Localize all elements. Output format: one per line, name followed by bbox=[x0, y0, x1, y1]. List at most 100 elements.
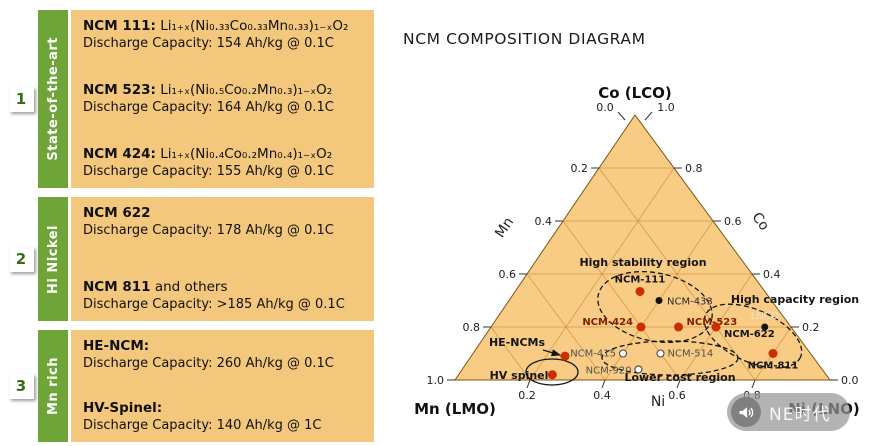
group-2-badge-column: 2 bbox=[8, 197, 34, 321]
point-NCM-433 bbox=[655, 297, 663, 304]
point-label-NCM-622: NCM-622 bbox=[724, 329, 775, 340]
point-label-NCM-111: NCM-111 bbox=[615, 274, 666, 285]
group-1-content: NCM 111: Li₁₊ₓ(Ni₀.₃₃Co₀.₃₃Mn₀.₃₃)₁₋ₓO₂ … bbox=[71, 10, 374, 188]
lower-cost-region-ellipse bbox=[601, 340, 739, 376]
group-2-content: NCM 622 Discharge Capacity: 178 Ah/kg @ … bbox=[71, 197, 374, 321]
entry-formula: Li₁₊ₓ(Ni₀.₅Co₀.₂Mn₀.₃)₁₋ₓO₂ bbox=[155, 82, 333, 98]
entry-name: HE-NCM: bbox=[83, 338, 150, 354]
point-HV-spinel bbox=[547, 370, 557, 380]
group-2-side-label: Hi Nickel bbox=[45, 224, 61, 294]
tick-label: 0.2 bbox=[518, 389, 536, 402]
group-3-badge-column: 3 bbox=[8, 330, 34, 442]
group-hi-nickel: 2 Hi Nickel NCM 622 Discharge Capacity: … bbox=[0, 197, 374, 321]
annotation-he-ncms: HE-NCMs bbox=[489, 336, 546, 349]
entry-name: NCM 811 bbox=[83, 279, 151, 295]
group-2-number-badge: 2 bbox=[8, 246, 34, 272]
entry-capacity: Discharge Capacity: >185 Ah/kg @ 0.1C bbox=[83, 297, 345, 312]
tick-mark bbox=[601, 379, 606, 389]
point-HE-NCM bbox=[560, 351, 570, 361]
tick-label: 0.8 bbox=[685, 162, 703, 175]
ternary-triangle bbox=[454, 114, 831, 381]
watermark: NE时代 bbox=[727, 393, 851, 431]
entry-he-ncm: HE-NCM: Discharge Capacity: 260 Ah/kg @ … bbox=[83, 338, 366, 372]
point-NCM-424 bbox=[636, 322, 646, 332]
entry-capacity: Discharge Capacity: 155 Ah/kg @ 0.1C bbox=[83, 164, 334, 179]
tick-label: 0.4 bbox=[593, 389, 611, 402]
entry-ncm-622: NCM 622 Discharge Capacity: 178 Ah/kg @ … bbox=[83, 205, 366, 239]
point-NCM-920 bbox=[634, 365, 643, 374]
point-label-NCM-424: NCM-424 bbox=[582, 317, 633, 328]
group-mn-rich: 3 Mn rich HE-NCM: Discharge Capacity: 26… bbox=[0, 330, 374, 442]
tick-label: 0.0 bbox=[841, 374, 859, 387]
entry-name: NCM 622 bbox=[83, 205, 151, 221]
diagram-title: NCM COMPOSITION DIAGRAM bbox=[403, 30, 646, 48]
ncm-composition-diagram: NCM COMPOSITION DIAGRAM 0.2 0.4 0.6 0.8 1.0 0… bbox=[375, 0, 880, 442]
point-label-NCM-415: NCM-415 bbox=[570, 349, 616, 360]
entry-ncm-424: NCM 424: Li₁₊ₓ(Ni₀.₄Co₀.₂Mn₀.₄)₁₋ₓO₂ Dis… bbox=[83, 146, 366, 180]
point-label-NCM-514: NCM-514 bbox=[668, 349, 714, 360]
group-1-number-badge: 1 bbox=[8, 86, 34, 112]
entry-capacity: Discharge Capacity: 164 Ah/kg @ 0.1C bbox=[83, 100, 334, 115]
entry-ncm-523: NCM 523: Li₁₊ₓ(Ni₀.₅Co₀.₂Mn₀.₃)₁₋ₓO₂ Dis… bbox=[83, 82, 366, 116]
group-3-number-badge: 3 bbox=[8, 373, 34, 399]
tick-label: 0.6 bbox=[724, 215, 742, 228]
axis-label-mn: Mn bbox=[492, 215, 517, 241]
entry-capacity: Discharge Capacity: 260 Ah/kg @ 0.1C bbox=[83, 356, 334, 371]
tick-label: 1.0 bbox=[427, 374, 445, 387]
entry-name: HV-Spinel: bbox=[83, 400, 163, 416]
high-capacity-region-label: High capacity region bbox=[731, 293, 859, 306]
grid-line bbox=[526, 273, 606, 381]
tick-label: 0.2 bbox=[802, 321, 820, 334]
entry-capacity: Discharge Capacity: 140 Ah/kg @ 1C bbox=[83, 418, 322, 433]
entry-name: NCM 424: bbox=[83, 146, 156, 162]
point-NCM-523 bbox=[674, 322, 683, 332]
entry-formula: Li₁₊ₓ(Ni₀.₄Co₀.₂Mn₀.₄)₁₋ₓO₂ bbox=[155, 146, 333, 162]
point-NCM-111 bbox=[635, 286, 645, 296]
entry-formula: Li₁₊ₓ(Ni₀.₃₃Co₀.₃₃Mn₀.₃₃)₁₋ₓO₂ bbox=[155, 18, 349, 34]
entry-hv-spinel: HV-Spinel: Discharge Capacity: 140 Ah/kg… bbox=[83, 400, 366, 434]
annotation-hv-spinel: HV spinel bbox=[490, 369, 549, 382]
high-capacity-region-ellipse bbox=[703, 303, 803, 369]
annotation-layer: HE-NCMs HV spinel bbox=[489, 336, 562, 382]
group-state-of-the-art: 1 State-of-the-art NCM 111: Li₁₊ₓ(Ni₀.₃₃… bbox=[0, 10, 374, 188]
axis-label-ni: Ni bbox=[651, 394, 665, 410]
high-stability-region-ellipse bbox=[597, 270, 713, 344]
point-NCM-415 bbox=[618, 349, 628, 358]
group-2-side-bar: Hi Nickel bbox=[38, 197, 68, 321]
entry-ncm-811: NCM 811 and others Discharge Capacity: >… bbox=[83, 279, 366, 313]
tick-label: 0.4 bbox=[535, 215, 553, 228]
point-label-NCM-811: NCM-811 bbox=[748, 361, 799, 372]
apex-tick-right bbox=[644, 111, 653, 121]
entry-name: NCM 523: bbox=[83, 82, 156, 98]
entry-ncm-111: NCM 111: Li₁₊ₓ(Ni₀.₃₃Co₀.₃₃Mn₀.₃₃)₁₋ₓO₂ … bbox=[83, 18, 366, 52]
point-NCM-514 bbox=[656, 349, 665, 358]
point-label-NCM-523: NCM-523 bbox=[687, 317, 738, 328]
group-1-side-bar: State-of-the-art bbox=[38, 10, 68, 188]
ternary-plot: NCM COMPOSITION DIAGRAM 0.2 0.4 0.6 0.8 1.0 0… bbox=[403, 30, 860, 418]
group-3-side-label: Mn rich bbox=[45, 356, 61, 416]
megaphone-icon bbox=[731, 397, 761, 427]
vertex-label-mn: Mn (LMO) bbox=[414, 400, 496, 418]
apex-tick-left bbox=[617, 111, 626, 121]
axis-label-co: Co bbox=[748, 210, 772, 234]
tick-label: 0.4 bbox=[763, 268, 781, 281]
apex-right-tick-label: 1.0 bbox=[657, 101, 675, 114]
entry-capacity: Discharge Capacity: 178 Ah/kg @ 0.1C bbox=[83, 223, 334, 238]
point-NCM-622 bbox=[711, 322, 721, 332]
high-stability-region-label: High stability region bbox=[579, 256, 706, 269]
entry-capacity: Discharge Capacity: 154 Ah/kg @ 0.1C bbox=[83, 36, 334, 51]
point-NCM-811 bbox=[768, 349, 778, 358]
group-1-side-label: State-of-the-art bbox=[45, 37, 61, 161]
group-3-content: HE-NCM: Discharge Capacity: 260 Ah/kg @ … bbox=[71, 330, 374, 442]
tick-label: 0.6 bbox=[499, 268, 517, 281]
point-label-LNCO: LNCO bbox=[751, 311, 779, 322]
group-1-badge-column: 1 bbox=[8, 10, 34, 188]
vertex-label-co: Co (LCO) bbox=[598, 84, 672, 102]
tick-mark bbox=[526, 379, 531, 389]
tick-label: 0.8 bbox=[463, 321, 481, 334]
point-label-NCM-920: NCM-920 bbox=[586, 365, 632, 376]
left-panel: 1 State-of-the-art NCM 111: Li₁₊ₓ(Ni₀.₃₃… bbox=[0, 0, 374, 442]
entry-name: NCM 111: bbox=[83, 18, 156, 34]
region-layer: High stability region High capacity regio… bbox=[525, 256, 859, 386]
